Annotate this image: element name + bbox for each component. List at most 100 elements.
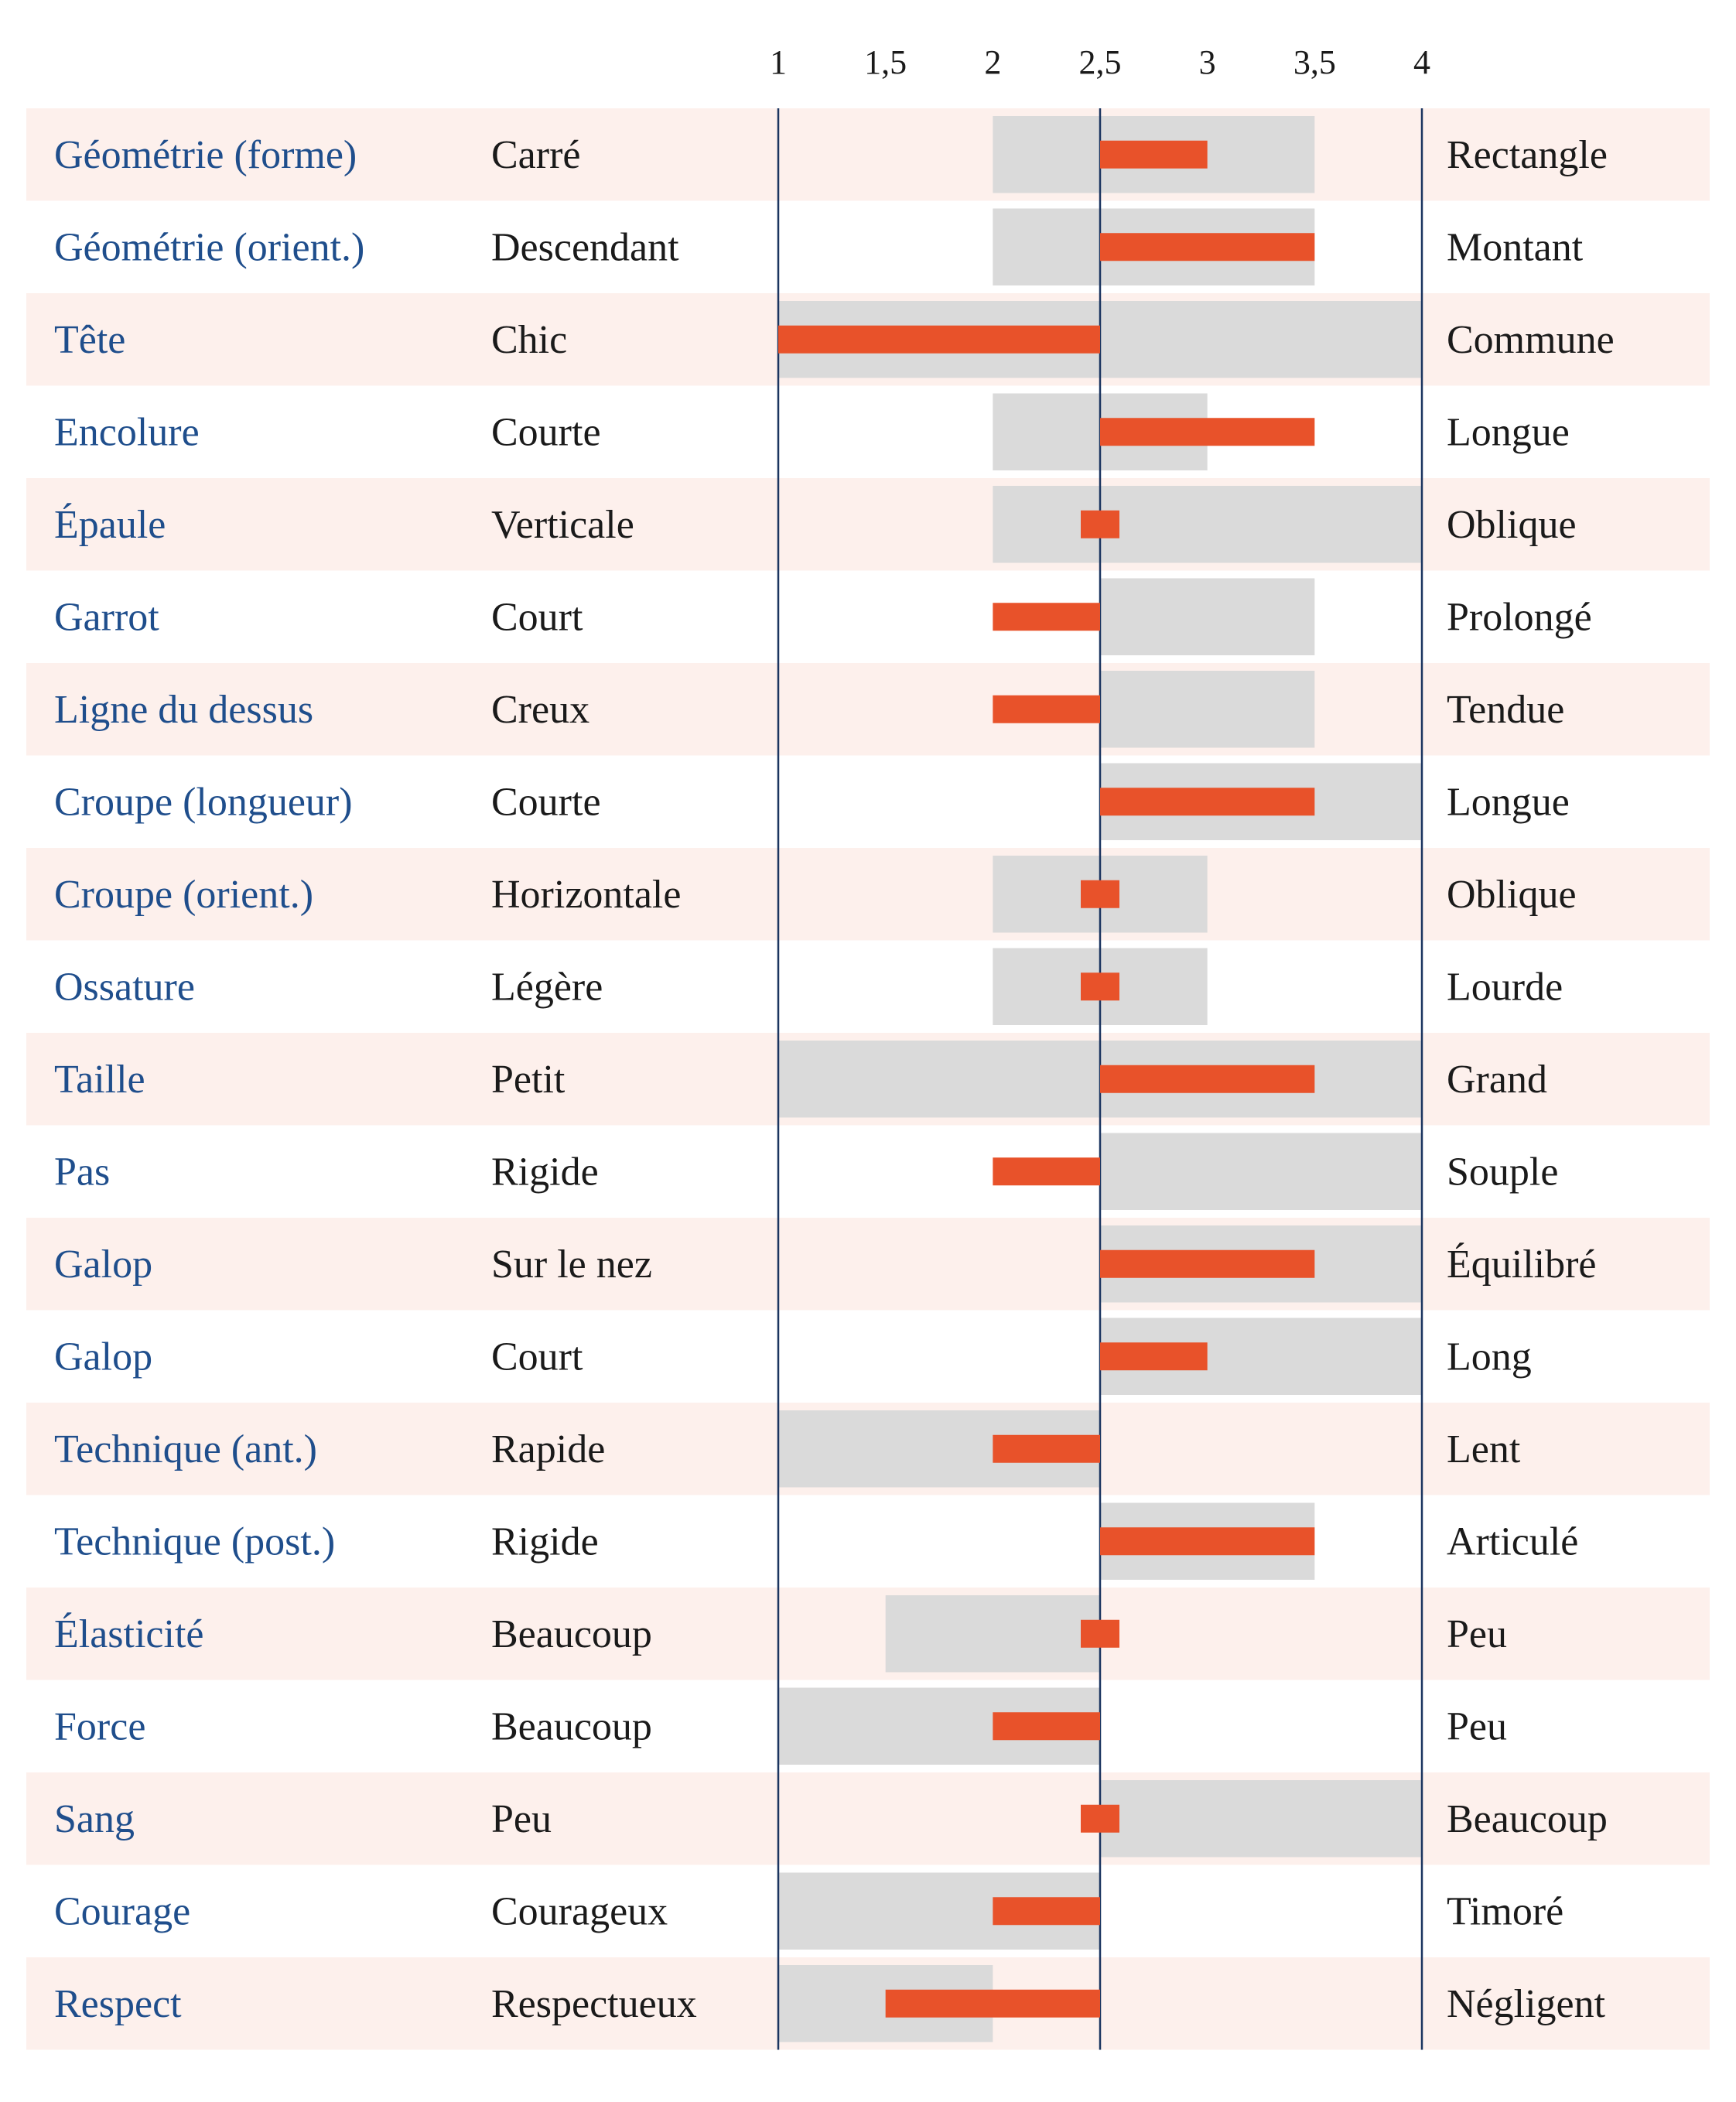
trait-label: Tête (54, 318, 125, 362)
left-pole-label: Sur le nez (491, 1242, 652, 1287)
left-pole-label: Légère (491, 965, 603, 1009)
value-bar (993, 1434, 1100, 1463)
right-pole-label: Timoré (1447, 1889, 1563, 1933)
row-band (26, 108, 1710, 201)
right-pole-label: Négligent (1447, 1982, 1606, 2026)
range-band (1100, 1780, 1422, 1858)
right-pole-label: Prolongé (1447, 595, 1592, 639)
value-bar (1100, 233, 1315, 261)
right-pole-label: Montant (1447, 225, 1584, 269)
right-pole-label: Rectangle (1447, 133, 1608, 177)
trait-label: Galop (54, 1242, 152, 1287)
value-bar (1081, 1804, 1119, 1833)
right-pole-label: Oblique (1447, 873, 1577, 917)
left-pole-label: Beaucoup (491, 1704, 652, 1748)
trait-label: Technique (post.) (54, 1519, 335, 1564)
x-tick-label: 3,5 (1293, 43, 1336, 81)
value-bar (1100, 1527, 1315, 1556)
right-pole-label: Tendue (1447, 688, 1564, 732)
trait-label: Courage (54, 1889, 190, 1933)
left-pole-label: Peu (491, 1797, 552, 1841)
value-bar (1100, 1249, 1315, 1278)
row-band (26, 478, 1710, 571)
right-pole-label: Peu (1447, 1704, 1507, 1748)
row-band (26, 1218, 1710, 1311)
row-band (26, 1588, 1710, 1680)
right-pole-label: Équilibré (1447, 1242, 1597, 1287)
value-bar (1081, 972, 1119, 1001)
right-pole-label: Beaucoup (1447, 1797, 1608, 1841)
trait-label: Ligne du dessus (54, 688, 313, 732)
value-bar (1081, 880, 1119, 908)
value-bar (1100, 788, 1315, 816)
value-bar (1081, 1619, 1119, 1648)
left-pole-label: Descendant (491, 225, 679, 269)
trait-label: Géométrie (forme) (54, 133, 357, 177)
trait-label: Croupe (orient.) (54, 873, 313, 917)
value-bar (993, 1712, 1100, 1741)
value-bar (993, 603, 1100, 631)
range-band (1100, 671, 1315, 748)
x-tick-label: 3 (1199, 43, 1216, 81)
value-bars (778, 140, 1315, 2018)
trait-label: Technique (ant.) (54, 1427, 317, 1471)
trait-label: Galop (54, 1335, 152, 1379)
right-pole-label: Long (1447, 1335, 1532, 1379)
x-tick-label: 1 (770, 43, 787, 81)
left-pole-label: Rapide (491, 1427, 605, 1471)
left-pole-label: Verticale (491, 503, 634, 547)
left-pole-label: Respectueux (491, 1982, 697, 2026)
value-bar (993, 1157, 1100, 1186)
trait-label: Taille (54, 1058, 145, 1102)
trait-label: Force (54, 1704, 145, 1748)
left-pole-label: Petit (491, 1058, 566, 1102)
trait-label: Pas (54, 1150, 110, 1194)
left-pole-label: Court (491, 595, 583, 639)
range-band (1100, 578, 1315, 655)
right-pole-label: Longue (1447, 780, 1570, 824)
left-pole-label: Chic (491, 318, 567, 362)
right-pole-label: Lourde (1447, 965, 1563, 1009)
right-pole-label: Grand (1447, 1058, 1547, 1102)
value-bar (1100, 140, 1208, 169)
trait-label: Respect (54, 1982, 182, 2026)
trait-label: Croupe (longueur) (54, 780, 353, 824)
value-bar (993, 695, 1100, 723)
left-pole-label: Creux (491, 688, 589, 732)
left-pole-label: Horizontale (491, 873, 681, 917)
left-pole-label: Courte (491, 410, 601, 454)
left-pole-label: Courageux (491, 1889, 668, 1933)
left-pole-label: Rigide (491, 1150, 599, 1194)
x-tick-label: 1,5 (864, 43, 907, 81)
trait-label: Ossature (54, 965, 195, 1009)
right-pole-label: Souple (1447, 1150, 1558, 1194)
row-labels: Géométrie (forme) Carré Rectangle Géométrie… (54, 133, 1615, 2026)
left-pole-label: Court (491, 1335, 583, 1379)
right-pole-label: Articulé (1447, 1519, 1578, 1564)
trait-label: Épaule (54, 502, 166, 547)
x-tick-label: 4 (1413, 43, 1430, 81)
range-band (993, 486, 1422, 563)
trait-label: Encolure (54, 410, 200, 454)
value-bar (993, 1897, 1100, 1926)
left-pole-label: Carré (491, 133, 580, 177)
left-pole-label: Rigide (491, 1519, 599, 1564)
trait-label: Sang (54, 1797, 135, 1841)
x-tick-label: 2 (984, 43, 1001, 81)
value-bar (885, 1989, 1100, 2018)
trait-label: Géométrie (orient.) (54, 225, 364, 269)
row-band (26, 663, 1710, 756)
trait-label: Garrot (54, 595, 159, 639)
value-bar (1100, 418, 1315, 446)
value-bar (1100, 1342, 1208, 1371)
value-bar (1081, 510, 1119, 538)
range-band (1100, 1133, 1422, 1210)
x-tick-label: 2,5 (1079, 43, 1122, 81)
left-pole-label: Courte (491, 780, 601, 824)
left-pole-label: Beaucoup (491, 1612, 652, 1656)
right-pole-label: Longue (1447, 410, 1570, 454)
value-bar (1100, 1065, 1315, 1093)
right-pole-label: Lent (1447, 1427, 1521, 1471)
right-pole-label: Commune (1447, 318, 1615, 362)
